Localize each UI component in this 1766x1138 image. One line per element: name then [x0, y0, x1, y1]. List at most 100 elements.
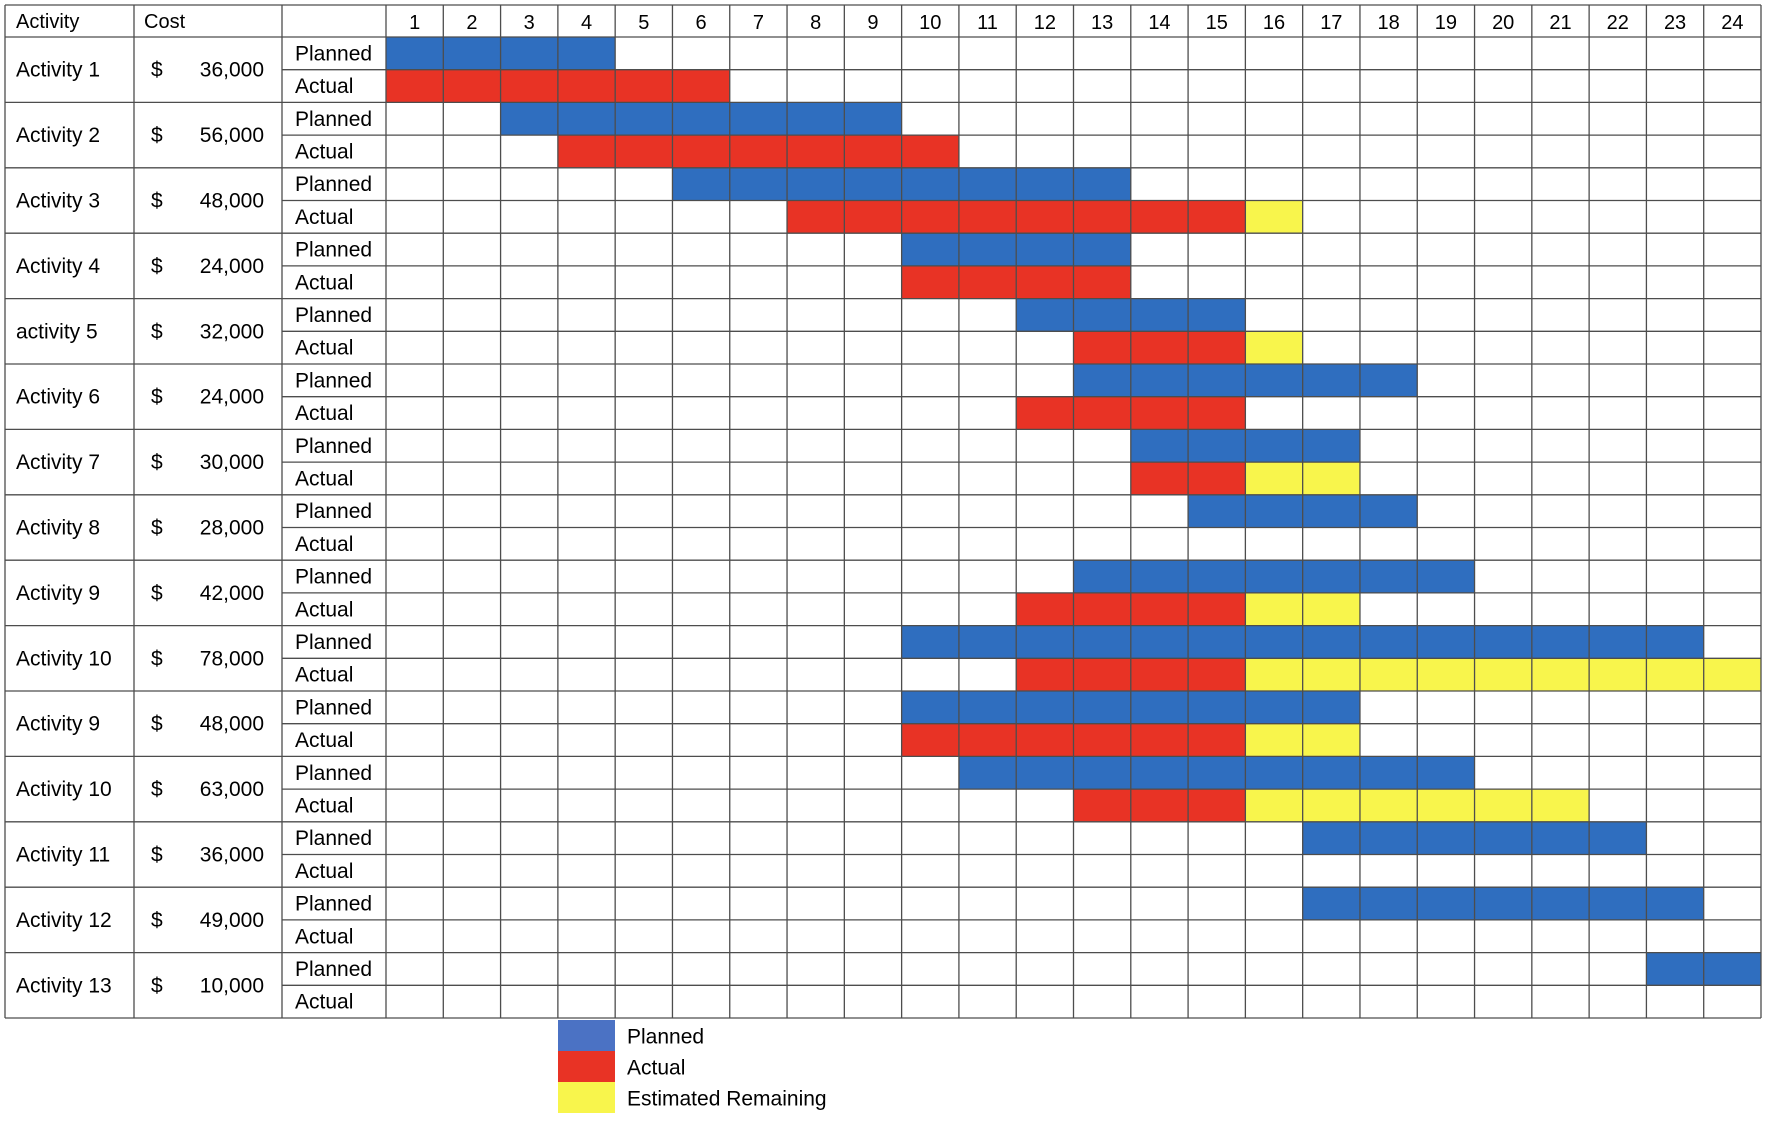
row-label-planned: Planned — [295, 631, 372, 654]
label-layer: Activity Cost 1 2 3 4 5 6 7 8 9 10 11 12 13 14 15 16 17 1… — [16, 11, 1743, 1014]
period-label-14: 14 — [1148, 12, 1170, 34]
row-label-actual: Actual — [295, 860, 353, 883]
period-label-2: 2 — [466, 12, 477, 34]
activity-cost: 32,000 — [200, 320, 264, 343]
row-label-planned: Planned — [295, 304, 372, 327]
period-label-5: 5 — [638, 12, 649, 34]
row-label-actual: Actual — [295, 140, 353, 163]
activity-cost: 24,000 — [200, 255, 264, 278]
currency-symbol: $ — [151, 517, 163, 540]
period-label-19: 19 — [1435, 12, 1457, 34]
currency-symbol: $ — [151, 190, 163, 213]
row-label-planned: Planned — [295, 500, 372, 523]
row-label-actual: Actual — [295, 402, 353, 425]
header-activity: Activity — [16, 11, 79, 33]
row-label-planned: Planned — [295, 239, 372, 262]
currency-symbol: $ — [151, 386, 163, 409]
activity-cost: 49,000 — [200, 909, 264, 932]
activity-cost: 28,000 — [200, 517, 264, 540]
currency-symbol: $ — [151, 647, 163, 670]
row-label-planned: Planned — [295, 958, 372, 981]
currency-symbol: $ — [151, 255, 163, 278]
activity-name: activity 5 — [16, 320, 98, 343]
planned-bar — [958, 756, 1475, 790]
row-label-actual: Actual — [295, 794, 353, 817]
header-cost: Cost — [144, 11, 186, 33]
remaining-bar — [1245, 200, 1303, 234]
legend-swatch-actual — [558, 1051, 615, 1082]
currency-symbol: $ — [151, 909, 163, 932]
period-label-20: 20 — [1492, 12, 1514, 34]
activity-name: Activity 4 — [16, 255, 100, 278]
period-label-11: 11 — [977, 12, 998, 34]
remaining-bar — [1245, 331, 1303, 364]
activity-name: Activity 6 — [16, 386, 100, 409]
currency-symbol: $ — [151, 844, 163, 867]
row-label-planned: Planned — [295, 173, 372, 196]
period-label-8: 8 — [810, 12, 821, 34]
row-label-actual: Actual — [295, 925, 353, 948]
period-label-12: 12 — [1034, 12, 1056, 34]
activity-name: Activity 9 — [16, 713, 100, 736]
row-label-actual: Actual — [295, 206, 353, 229]
period-label-21: 21 — [1549, 12, 1571, 34]
period-label-15: 15 — [1206, 12, 1228, 34]
row-label-planned: Planned — [295, 893, 372, 916]
actual-bar — [557, 135, 959, 168]
activity-cost: 10,000 — [200, 974, 264, 997]
row-label-actual: Actual — [295, 533, 353, 556]
period-label-4: 4 — [581, 12, 592, 34]
activity-cost: 36,000 — [200, 844, 264, 867]
activity-name: Activity 13 — [16, 974, 112, 997]
row-label-actual: Actual — [295, 664, 353, 687]
currency-symbol: $ — [151, 59, 163, 82]
activity-cost: 42,000 — [200, 582, 264, 605]
planned-bar — [1302, 887, 1704, 920]
period-label-3: 3 — [524, 12, 535, 34]
activity-name: Activity 11 — [16, 844, 110, 867]
currency-symbol: $ — [151, 778, 163, 801]
period-label-13: 13 — [1091, 12, 1113, 34]
activity-cost: 24,000 — [200, 386, 264, 409]
row-label-actual: Actual — [295, 75, 353, 98]
period-label-24: 24 — [1721, 12, 1743, 34]
actual-bar — [1073, 789, 1246, 822]
currency-symbol: $ — [151, 582, 163, 605]
activity-name: Activity 8 — [16, 517, 100, 540]
period-label-17: 17 — [1320, 12, 1342, 34]
activity-name: Activity 10 — [16, 778, 112, 801]
row-label-planned: Planned — [295, 435, 372, 458]
activity-cost: 78,000 — [200, 647, 264, 670]
period-label-9: 9 — [867, 12, 878, 34]
row-label-actual: Actual — [295, 991, 353, 1014]
row-label-planned: Planned — [295, 566, 372, 589]
period-label-10: 10 — [919, 12, 941, 34]
period-label-6: 6 — [696, 12, 707, 34]
period-label-18: 18 — [1377, 12, 1399, 34]
activity-name: Activity 1 — [16, 59, 100, 82]
row-label-actual: Actual — [295, 467, 353, 490]
activity-name: Activity 9 — [16, 582, 100, 605]
row-label-actual: Actual — [295, 729, 353, 752]
planned-bar — [1073, 560, 1475, 593]
currency-symbol: $ — [151, 320, 163, 343]
legend-swatch-planned — [558, 1020, 615, 1051]
legend-label-remaining: Estimated Remaining — [627, 1088, 827, 1111]
legend: Planned Actual Estimated Remaining — [558, 1020, 827, 1113]
period-label-23: 23 — [1664, 12, 1686, 34]
activity-cost: 56,000 — [200, 124, 264, 147]
remaining-bar — [1245, 658, 1761, 691]
activity-cost: 48,000 — [200, 190, 264, 213]
currency-symbol: $ — [151, 451, 163, 474]
row-label-planned: Planned — [295, 762, 372, 785]
row-label-planned: Planned — [295, 827, 372, 850]
activity-name: Activity 10 — [16, 647, 112, 670]
activity-name: Activity 2 — [16, 124, 100, 147]
activity-cost: 48,000 — [200, 713, 264, 736]
period-label-22: 22 — [1607, 12, 1629, 34]
activity-name: Activity 7 — [16, 451, 100, 474]
row-label-planned: Planned — [295, 696, 372, 719]
row-label-planned: Planned — [295, 369, 372, 392]
row-label-actual: Actual — [295, 337, 353, 360]
